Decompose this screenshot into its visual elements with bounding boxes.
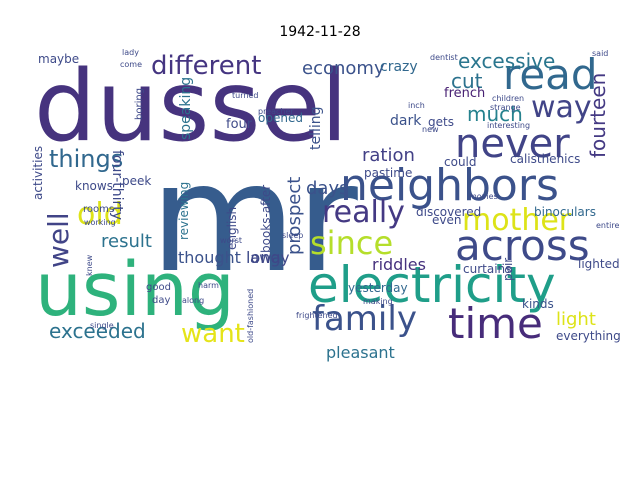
cloud-word: thought (178, 248, 241, 267)
cloud-word: entire (596, 221, 619, 230)
cloud-word: mr (150, 132, 358, 306)
cloud-word: cut (451, 69, 483, 93)
cloud-word: knew (85, 254, 94, 276)
cloud-word: preacher (258, 107, 294, 116)
cloud-word: economy (302, 58, 385, 79)
cloud-word: gets (428, 115, 454, 129)
cloud-word: ration (362, 145, 415, 166)
cloud-word: movies (469, 192, 498, 201)
cloud-word: result (101, 231, 152, 252)
cloud-word: want (181, 319, 245, 349)
cloud-word: activities (31, 146, 45, 200)
cloud-word: strange (490, 103, 521, 112)
cloud-word: light (556, 309, 596, 330)
cloud-word: read (503, 50, 598, 99)
cloud-word: never (455, 121, 570, 167)
cloud-word: single (90, 321, 114, 330)
cloud-word: children (492, 94, 524, 103)
cloud-word: worst (220, 236, 242, 245)
cloud-word: old-fashioned (246, 289, 255, 343)
cloud-word: lighted (578, 257, 620, 271)
cloud-word: everything (556, 329, 621, 343)
cloud-word: peek (122, 174, 151, 188)
cloud-word: pair (501, 258, 515, 281)
cloud-word: maybe (38, 52, 79, 66)
cloud-word: four (226, 117, 253, 132)
cloud-word: really (322, 195, 405, 230)
cloud-word: dussel (34, 50, 348, 164)
cloud-word: lady (122, 48, 139, 57)
cloud-word: frightened (296, 311, 338, 320)
cloud-word: fourteen (586, 73, 610, 158)
cloud-word: rooms (83, 204, 114, 215)
cloud-word: much (467, 102, 523, 126)
cloud-word: harm (198, 281, 219, 290)
cloud-word: english (225, 207, 239, 250)
cloud-word: things (49, 145, 123, 173)
cloud-word: days (306, 178, 349, 199)
cloud-word: crazy (380, 59, 418, 75)
cloud-word: even (432, 213, 461, 227)
cloud-word: across (455, 221, 590, 270)
cloud-word: binoculars (534, 205, 596, 219)
cloud-word: yesterday (348, 281, 408, 295)
cloud-word: making (363, 297, 393, 306)
cloud-word: day (152, 295, 170, 306)
cloud-word: mother (462, 203, 572, 238)
cloud-word: excessive (458, 49, 555, 73)
cloud-word: telling (308, 106, 324, 150)
cloud-word: old (77, 197, 123, 232)
cloud-word: along (182, 296, 204, 305)
cloud-word: come (120, 60, 142, 69)
cloud-word: dentist (430, 53, 458, 62)
cloud-word: different (151, 51, 261, 81)
cloud-word: time (448, 299, 543, 348)
cloud-word: calisthenics (510, 152, 580, 166)
cloud-word: turned (232, 91, 258, 100)
cloud-word: dark (390, 113, 422, 129)
cloud-word: boring (134, 88, 145, 120)
cloud-word: way (531, 90, 592, 125)
cloud-word: prospect (284, 177, 305, 255)
cloud-word: curtains (463, 262, 511, 276)
cloud-word: working (84, 218, 116, 227)
cloud-word: inch (408, 101, 425, 110)
cloud-word: pleasant (326, 343, 395, 362)
cloud-word: using (35, 247, 235, 333)
cloud-word: opened (258, 111, 303, 125)
figure-title: 1942-11-28 (279, 24, 361, 40)
cloud-word: said (592, 49, 608, 58)
cloud-word: pastime (364, 166, 412, 180)
cloud-word: sleep (282, 231, 303, 240)
cloud-word: good (146, 282, 171, 293)
cloud-word: long (246, 248, 281, 267)
cloud-word: away (250, 249, 290, 267)
cloud-word: since (310, 224, 393, 262)
cloud-word: books-after (259, 185, 273, 253)
cloud-word: reviewing (177, 182, 191, 240)
cloud-word: well (42, 212, 75, 268)
cloud-word: could (444, 155, 477, 169)
cloud-word: neighbors (340, 160, 559, 211)
cloud-word: speaking (178, 77, 194, 140)
cloud-word: interesting (487, 121, 530, 130)
cloud-word: exceeded (49, 319, 146, 343)
cloud-word: electricity (308, 256, 556, 314)
cloud-word: riddles (372, 255, 426, 274)
cloud-word: discovered (416, 205, 481, 219)
cloud-word: knows (75, 179, 113, 193)
cloud-word: family (312, 299, 417, 339)
cloud-word: four-thirty (109, 150, 125, 220)
cloud-word: new (422, 125, 439, 134)
cloud-word: kinds (522, 297, 554, 311)
cloud-word: french (444, 86, 485, 101)
